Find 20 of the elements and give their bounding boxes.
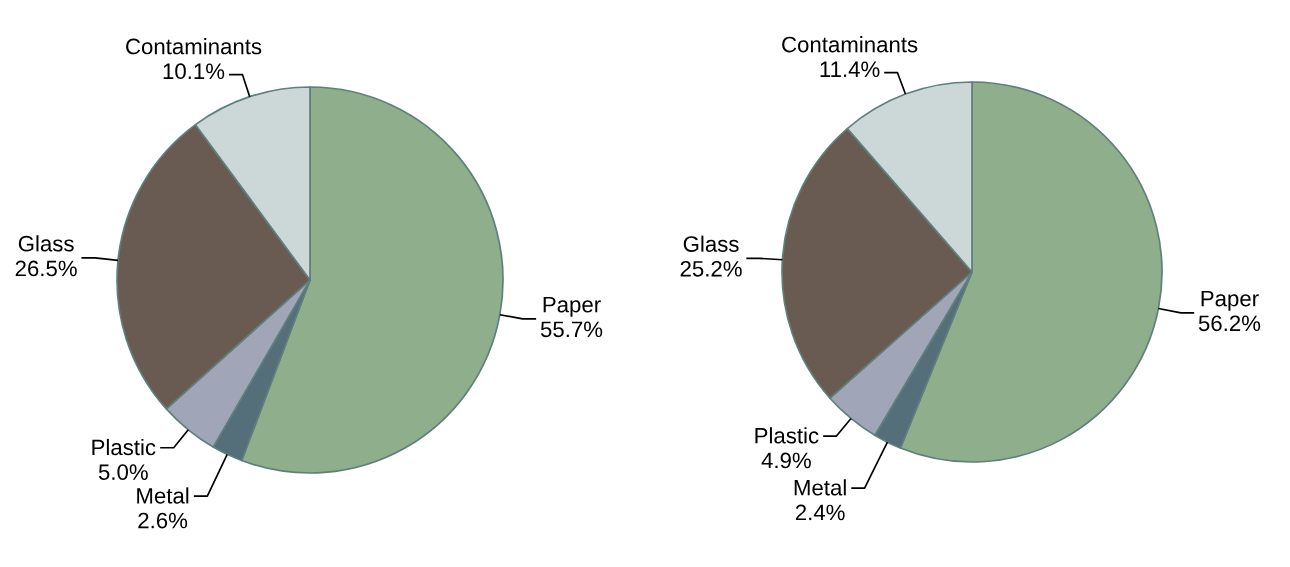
- slice-label: Plastic: [92, 438, 156, 456]
- slice-label: Glass: [683, 235, 739, 252]
- slice-label: Plastic: [755, 427, 819, 444]
- slice-label: Paper: [1201, 290, 1259, 311]
- slice-label: Contaminants: [782, 36, 918, 53]
- slice-label: Metal: [794, 479, 846, 496]
- slice-label: Metal: [137, 487, 189, 504]
- data-label: 11.4%: [820, 61, 880, 78]
- slice-label: Glass: [18, 235, 74, 252]
- data-label: 26.5%: [15, 260, 77, 277]
- data-label: 25.2%: [680, 260, 742, 277]
- data-label: 2.4%: [795, 504, 845, 521]
- slice-label: Contaminants: [126, 38, 262, 55]
- data-label: 4.9%: [761, 452, 811, 469]
- data-label: 56.2%: [1198, 315, 1261, 332]
- data-label: 5.0%: [98, 464, 148, 480]
- data-label: 55.7%: [540, 321, 603, 338]
- slice-label: Paper: [543, 296, 601, 317]
- data-label: 10.1%: [163, 63, 225, 80]
- data-label: 2.6%: [138, 512, 188, 529]
